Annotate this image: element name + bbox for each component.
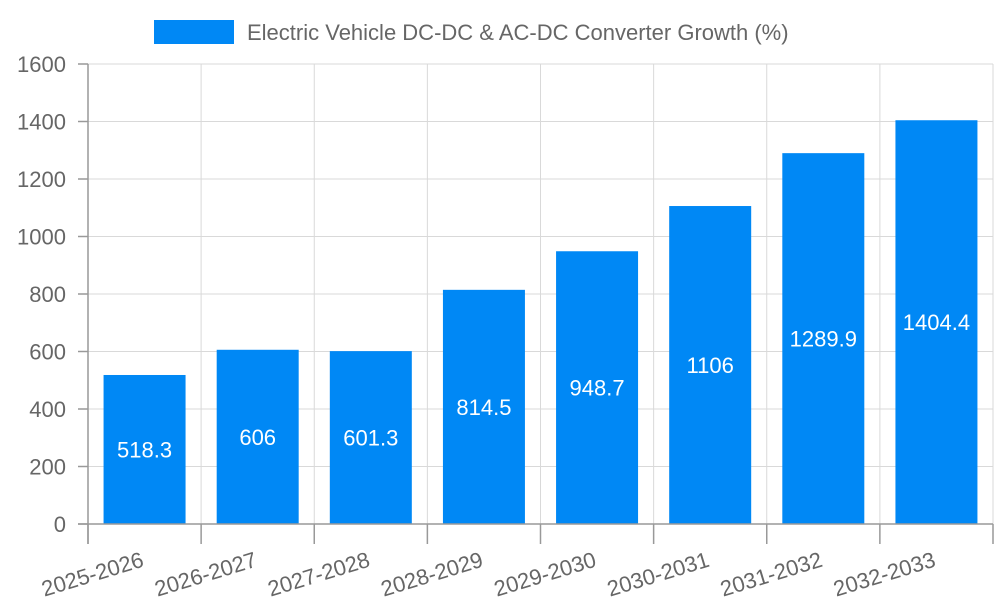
y-axis: 0 200 400 600 800 1000 1200 1400 1600 [17, 52, 89, 544]
y-tick-label: 1000 [17, 225, 66, 250]
bar-value-label: 518.3 [117, 437, 172, 462]
x-tick-label: 2029-2030 [491, 547, 599, 600]
bar-value-label: 606 [239, 425, 276, 450]
bar-2025-2026[interactable] [103, 374, 186, 524]
bar-2027-2028[interactable] [329, 351, 412, 524]
y-tick-label: 600 [29, 340, 66, 365]
x-tick-label: 2030-2031 [604, 547, 712, 600]
y-tick-label: 400 [29, 397, 66, 422]
y-tick-label: 200 [29, 455, 66, 480]
x-tick-label: 2027-2028 [265, 547, 373, 600]
x-tick-label: 2028-2029 [378, 547, 486, 600]
bar-2030-2031[interactable] [669, 206, 752, 524]
x-tick-label: 2025-2026 [39, 547, 147, 600]
bar-value-label: 1289.9 [790, 327, 857, 352]
legend[interactable]: Electric Vehicle DC-DC & AC-DC Converter… [154, 20, 789, 45]
bar-value-label: 1106 [687, 353, 734, 378]
bar-2028-2029[interactable] [442, 289, 525, 524]
bars: 518.3 606 601.3 814.5 948.7 1106 1289.9 1404.4 [103, 120, 978, 525]
legend-swatch [154, 20, 234, 44]
x-tick-label: 2031-2032 [717, 547, 825, 600]
bar-2031-2032[interactable] [782, 153, 865, 524]
x-tick-label: 2032-2033 [830, 547, 938, 600]
bar-value-label: 1404.4 [903, 310, 970, 335]
x-tick-label: 2026-2027 [152, 547, 260, 600]
y-tick-label: 1600 [17, 52, 66, 77]
legend-label: Electric Vehicle DC-DC & AC-DC Converter… [247, 20, 789, 45]
y-tick-label: 0 [54, 512, 66, 537]
bar-2026-2027[interactable] [216, 349, 299, 524]
y-tick-label: 1200 [17, 167, 66, 192]
bar-2032-2033[interactable] [895, 120, 978, 525]
bar-value-label: 948.7 [570, 376, 625, 401]
bar-2029-2030[interactable] [556, 251, 639, 524]
bar-value-label: 814.5 [456, 395, 511, 420]
x-axis: 2025-2026 2026-2027 2027-2028 2028-2029 2029… [39, 523, 994, 602]
bar-value-label: 601.3 [343, 426, 398, 451]
y-tick-label: 1400 [17, 110, 66, 135]
y-tick-label: 800 [29, 282, 66, 307]
